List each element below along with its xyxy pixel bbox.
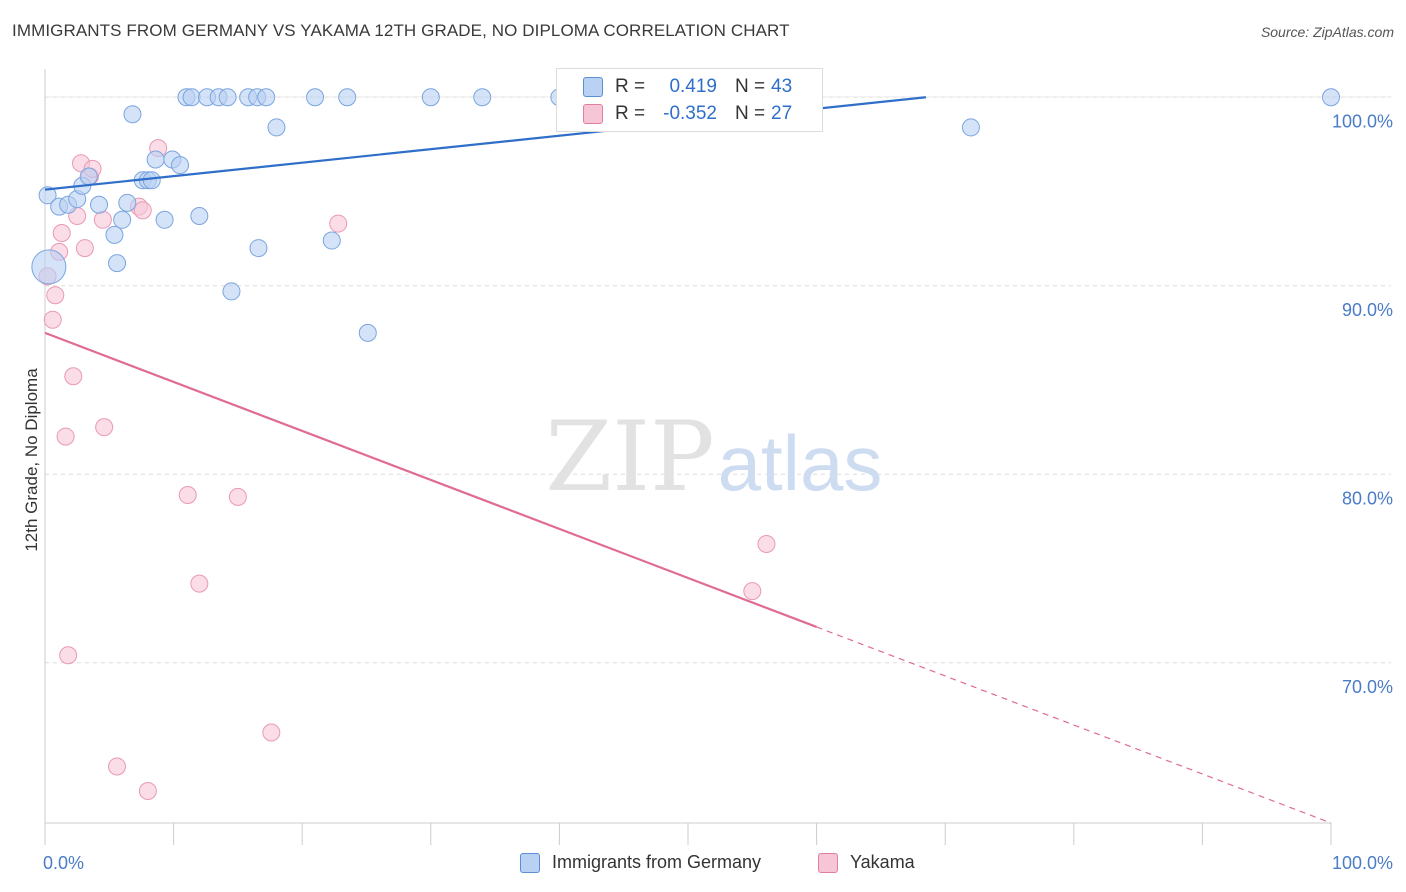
- point-germany: [190, 207, 209, 226]
- r-value: 0.419: [669, 76, 717, 97]
- point-yakama: [52, 223, 71, 242]
- point-germany: [146, 150, 165, 169]
- point-yakama: [329, 214, 348, 233]
- point-germany: [338, 88, 357, 107]
- stats-row-yakama: R = -0.352 N = 27: [557, 100, 822, 128]
- point-germany: [123, 105, 142, 124]
- legend-item-yakama[interactable]: Yakama: [818, 852, 915, 873]
- point-germany: [182, 88, 201, 107]
- point-yakama: [190, 574, 209, 593]
- point-germany: [38, 186, 57, 205]
- trend-line-yakama-extension: [816, 626, 1332, 824]
- point-germany: [113, 210, 132, 229]
- point-germany: [155, 210, 174, 229]
- point-yakama: [228, 487, 247, 506]
- point-germany: [961, 118, 980, 137]
- point-yakama: [95, 418, 114, 437]
- point-yakama: [108, 757, 127, 776]
- point-germany: [79, 167, 98, 186]
- y-tick-label: 100.0%: [1332, 111, 1393, 131]
- x-tick-label: 100.0%: [1332, 853, 1393, 873]
- chart-legend: Immigrants from Germany Yakama: [0, 852, 1406, 880]
- point-germany: [222, 282, 241, 301]
- r-label: R =: [615, 103, 646, 124]
- point-yakama: [64, 367, 83, 386]
- point-yakama: [133, 201, 152, 220]
- legend-label-yakama: Yakama: [850, 852, 915, 872]
- n-value: 27: [771, 103, 793, 124]
- point-germany: [105, 225, 124, 244]
- grid-lines: [45, 96, 1391, 664]
- point-yakama: [757, 535, 776, 554]
- watermark-atlas: atlas: [718, 419, 883, 507]
- stats-legend-box: R = 0.419 N = 43 R = -0.352 N = 27: [556, 68, 823, 132]
- point-germany: [171, 156, 190, 175]
- point-germany: [306, 88, 325, 107]
- point-germany: [218, 88, 237, 107]
- point-yakama: [743, 582, 762, 601]
- watermark: ZIP atlas: [545, 401, 882, 513]
- legend-swatch-yakama: [818, 852, 838, 873]
- point-germany: [322, 231, 341, 250]
- point-yakama: [56, 427, 75, 446]
- point-yakama: [138, 781, 157, 800]
- point-germany: [267, 118, 286, 137]
- stats-swatch-germany: [583, 77, 603, 97]
- legend-item-germany[interactable]: Immigrants from Germany: [520, 852, 761, 873]
- tick-labels: 70.0% 80.0% 90.0% 100.0% 0.0% 100.0%: [43, 111, 1393, 873]
- point-yakama: [43, 310, 62, 329]
- x-tick-label: 0.0%: [43, 853, 84, 873]
- point-yakama: [59, 646, 78, 665]
- n-label: N =: [735, 103, 766, 124]
- source-credit: Source: ZipAtlas.com: [1260, 24, 1394, 40]
- n-label: N =: [735, 76, 766, 97]
- y-axis-label: 12th Grade, No Diploma: [22, 368, 41, 552]
- y-tick-label: 70.0%: [1342, 677, 1393, 697]
- point-yakama: [93, 210, 112, 229]
- legend-label-germany: Immigrants from Germany: [552, 852, 762, 872]
- stats-row-germany: R = 0.419 N = 43: [557, 73, 822, 101]
- point-germany: [1322, 88, 1340, 107]
- n-value: 43: [771, 76, 793, 97]
- r-value: -0.352: [663, 103, 717, 124]
- point-germany: [142, 171, 161, 190]
- y-tick-label: 90.0%: [1342, 300, 1393, 320]
- point-yakama: [75, 239, 94, 258]
- y-tick-label: 80.0%: [1342, 488, 1393, 508]
- point-yakama: [262, 723, 281, 742]
- point-yakama: [178, 486, 197, 505]
- point-germany: [90, 195, 109, 214]
- point-germany: [108, 254, 127, 273]
- chart-title: IMMIGRANTS FROM GERMANY VS YAKAMA 12TH G…: [12, 21, 790, 40]
- point-germany: [118, 193, 137, 212]
- legend-swatch-germany: [520, 852, 540, 873]
- point-germany: [249, 239, 268, 258]
- point-yakama: [46, 286, 65, 305]
- point-germany: [257, 88, 276, 107]
- watermark-zip: ZIP: [545, 401, 714, 513]
- point-germany: [421, 88, 440, 107]
- r-label: R =: [615, 76, 646, 97]
- point-germany: [473, 88, 492, 107]
- point-germany: [31, 249, 67, 285]
- trend-line-yakama: [44, 331, 817, 628]
- point-germany: [358, 323, 377, 342]
- stats-swatch-yakama: [583, 104, 603, 124]
